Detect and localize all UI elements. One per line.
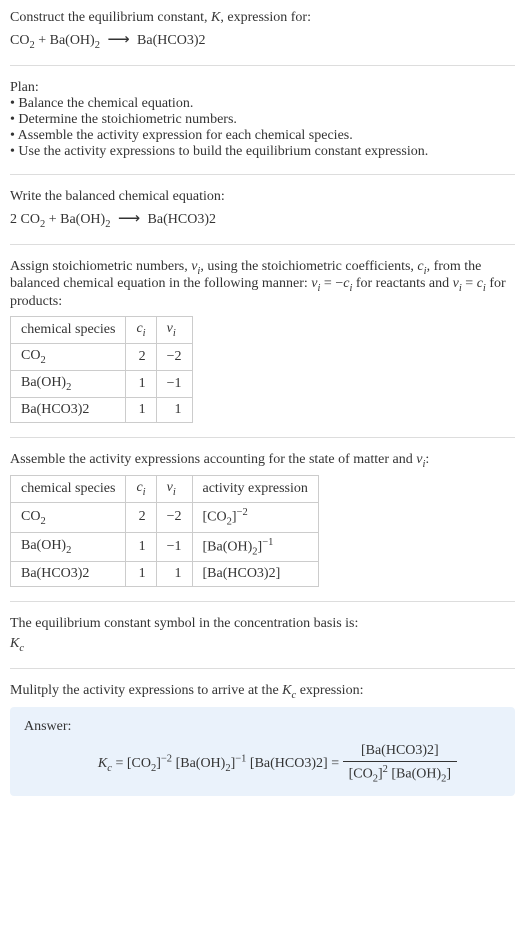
intro-line: Construct the equilibrium constant, K, e… xyxy=(10,10,515,26)
plan-bullet-1: • Balance the chemical equation. xyxy=(10,96,515,112)
col-species: chemical species xyxy=(11,476,126,503)
nu-cell: 1 xyxy=(156,562,192,587)
stoich-text: Assign stoichiometric numbers, νi, using… xyxy=(10,259,515,311)
co2: CO2 xyxy=(21,212,46,227)
answer-equation: Kc = [CO2]−2 [Ba(OH)2]−1 [Ba(HCO3)2] = [… xyxy=(24,743,501,784)
nu-cell: −2 xyxy=(156,503,192,532)
species-cell: Ba(HCO3)2 xyxy=(11,397,126,422)
kc-symbol-section: The equilibrium constant symbol in the c… xyxy=(10,616,515,669)
ci-cell: 2 xyxy=(126,343,156,370)
arrow-icon: ⟶ xyxy=(114,210,144,227)
activity-cell: [Ba(HCO3)2] xyxy=(192,562,318,587)
species-cell: Ba(HCO3)2 xyxy=(11,562,126,587)
intro-section: Construct the equilibrium constant, K, e… xyxy=(10,10,515,66)
table-header-row: chemical species ci νi activity expressi… xyxy=(11,476,319,503)
table-row: Ba(OH)2 1 −1 xyxy=(11,370,193,397)
col-species: chemical species xyxy=(11,317,126,344)
kc-text: The equilibrium constant symbol in the c… xyxy=(10,616,515,632)
table-row: Ba(HCO3)2 1 1 xyxy=(11,397,193,422)
activity-table: chemical species ci νi activity expressi… xyxy=(10,475,319,587)
bahco32: Ba(HCO3)2 xyxy=(137,33,205,48)
ci-cell: 2 xyxy=(126,503,156,532)
baoh2: Ba(OH)2 xyxy=(50,33,100,48)
nu-cell: −1 xyxy=(156,532,192,561)
table-row: Ba(OH)2 1 −1 [Ba(OH)2]−1 xyxy=(11,532,319,561)
species-cell: Ba(OH)2 xyxy=(11,532,126,561)
plus: + xyxy=(35,33,50,48)
fraction: [Ba(HCO3)2][CO2]2 [Ba(OH)2] xyxy=(343,743,457,784)
plan-bullet-3: • Assemble the activity expression for e… xyxy=(10,128,515,144)
nu-cell: 1 xyxy=(156,397,192,422)
species-cell: CO2 xyxy=(11,343,126,370)
baoh2: Ba(OH)2 xyxy=(60,212,110,227)
balanced-heading: Write the balanced chemical equation: xyxy=(10,189,515,205)
denominator: [CO2]2 [Ba(OH)2] xyxy=(343,762,457,784)
table-row: CO2 2 −2 xyxy=(11,343,193,370)
nu-cell: −2 xyxy=(156,343,192,370)
nu-cell: −1 xyxy=(156,370,192,397)
k-var: K xyxy=(211,10,220,25)
intro-text-b: , expression for: xyxy=(220,10,311,25)
plan-bullet-4: • Use the activity expressions to build … xyxy=(10,144,515,160)
col-nu: νi xyxy=(156,317,192,344)
activity-section: Assemble the activity expressions accoun… xyxy=(10,452,515,603)
col-ci: ci xyxy=(126,317,156,344)
activity-text: Assemble the activity expressions accoun… xyxy=(10,452,515,470)
ci-cell: 1 xyxy=(126,532,156,561)
stoich-section: Assign stoichiometric numbers, νi, using… xyxy=(10,259,515,438)
activity-cell: [CO2]−2 xyxy=(192,503,318,532)
co2: CO2 xyxy=(10,33,35,48)
multiply-text: Mulitply the activity expressions to arr… xyxy=(10,683,515,701)
ci-cell: 1 xyxy=(126,397,156,422)
numerator: [Ba(HCO3)2] xyxy=(343,743,457,762)
balanced-equation: 2 CO2 + Ba(OH)2 ⟶ Ba(HCO3)2 xyxy=(10,209,515,230)
plan-bullet-2: • Determine the stoichiometric numbers. xyxy=(10,112,515,128)
table-row: CO2 2 −2 [CO2]−2 xyxy=(11,503,319,532)
col-ci: ci xyxy=(126,476,156,503)
table-row: Ba(HCO3)2 1 1 [Ba(HCO3)2] xyxy=(11,562,319,587)
bahco32: Ba(HCO3)2 xyxy=(148,212,216,227)
kc-symbol: Kc xyxy=(10,636,515,654)
ci-cell: 1 xyxy=(126,370,156,397)
species-cell: Ba(OH)2 xyxy=(11,370,126,397)
answer-heading: Answer: xyxy=(24,719,501,735)
intro-text-a: Construct the equilibrium constant, xyxy=(10,10,211,25)
species-cell: CO2 xyxy=(11,503,126,532)
answer-box: Answer: Kc = [CO2]−2 [Ba(OH)2]−1 [Ba(HCO… xyxy=(10,707,515,796)
col-activity: activity expression xyxy=(192,476,318,503)
ci-cell: 1 xyxy=(126,562,156,587)
arrow-icon: ⟶ xyxy=(103,31,133,48)
col-nu: νi xyxy=(156,476,192,503)
activity-cell: [Ba(OH)2]−1 xyxy=(192,532,318,561)
intro-equation: CO2 + Ba(OH)2 ⟶ Ba(HCO3)2 xyxy=(10,30,515,51)
plan-heading: Plan: xyxy=(10,80,515,96)
multiply-section: Mulitply the activity expressions to arr… xyxy=(10,683,515,796)
balanced-section: Write the balanced chemical equation: 2 … xyxy=(10,189,515,245)
table-header-row: chemical species ci νi xyxy=(11,317,193,344)
plan-section: Plan: • Balance the chemical equation. •… xyxy=(10,80,515,175)
stoich-table: chemical species ci νi CO2 2 −2 Ba(OH)2 … xyxy=(10,316,193,422)
